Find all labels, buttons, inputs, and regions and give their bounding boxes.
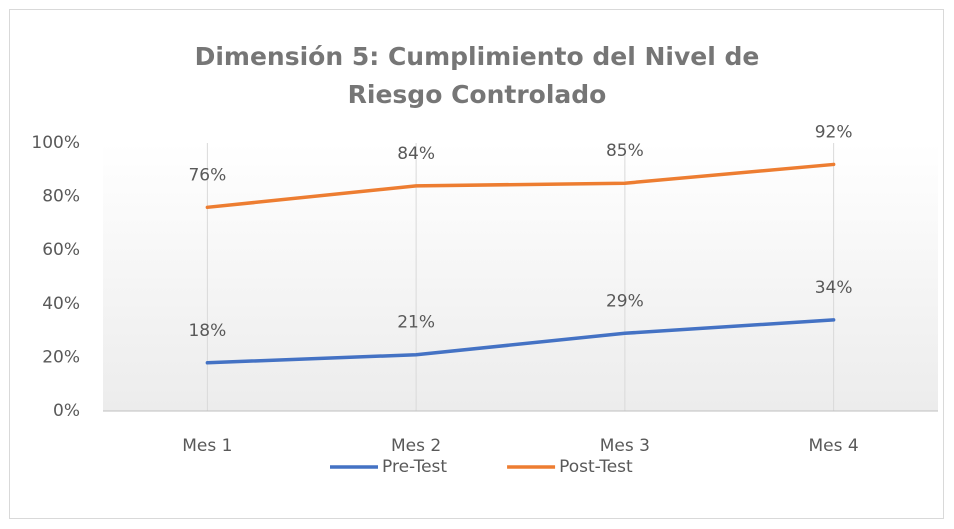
series-line <box>205 318 836 365</box>
data-label: 34% <box>815 278 853 298</box>
x-tick-label: Mes 1 <box>182 436 232 456</box>
data-label: 84% <box>397 144 435 164</box>
y-tick-label: 20% <box>42 347 80 367</box>
data-label: 85% <box>606 141 644 161</box>
x-tick-label: Mes 4 <box>809 436 859 456</box>
y-tick-label: 0% <box>53 401 80 421</box>
legend-label: Post-Test <box>559 457 633 477</box>
data-label: 21% <box>397 313 435 333</box>
legend-label: Pre-Test <box>382 457 447 477</box>
y-tick-label: 60% <box>42 240 80 260</box>
chart-title: Dimensión 5: Cumplimiento del Nivel de R… <box>194 42 760 109</box>
plot-area <box>103 143 938 411</box>
x-tick-label: Mes 2 <box>391 436 441 456</box>
data-label: 18% <box>188 321 226 341</box>
data-label: 29% <box>606 291 644 311</box>
y-tick-label: 40% <box>42 294 80 314</box>
y-tick-label: 100% <box>31 133 80 153</box>
data-label: 76% <box>188 165 226 185</box>
series-line <box>205 162 836 210</box>
y-tick-label: 80% <box>42 187 80 207</box>
data-label: 92% <box>815 122 853 142</box>
x-tick-label: Mes 3 <box>600 436 650 456</box>
